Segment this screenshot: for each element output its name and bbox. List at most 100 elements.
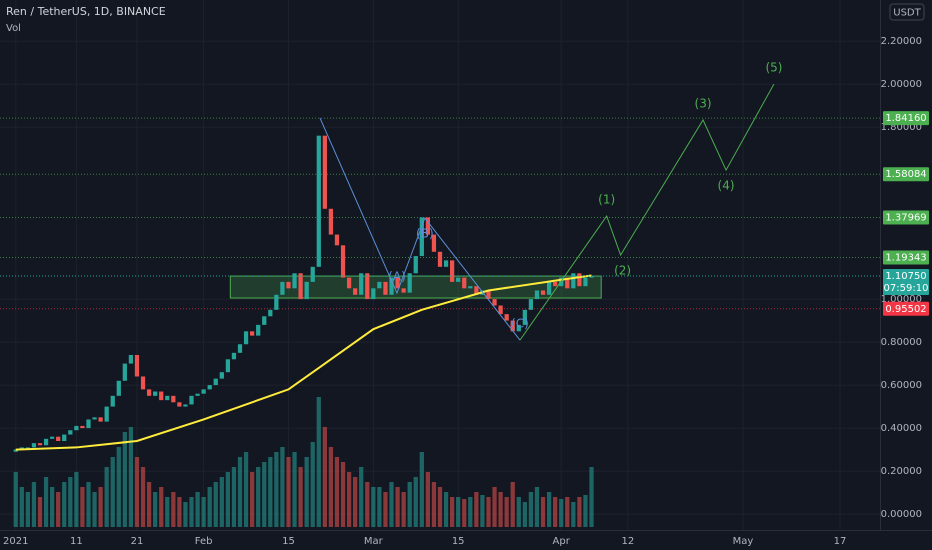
candle-body — [110, 395, 115, 407]
volume-bar — [104, 467, 109, 527]
y-tick-label: 1.80000 — [881, 122, 922, 133]
candle-body — [419, 217, 424, 257]
x-tick-label: May — [733, 536, 754, 547]
candle-body — [577, 273, 582, 287]
volume-bar — [359, 467, 364, 527]
volume-bar — [383, 492, 388, 527]
price-label-box — [883, 210, 929, 225]
countdown: 07:59:10 — [884, 283, 929, 294]
indicator-name: Vol — [6, 23, 21, 34]
candle-body — [443, 260, 449, 267]
wave-label: (B) — [416, 227, 434, 241]
volume-bar — [462, 499, 467, 527]
x-tick-label: 2021 — [3, 536, 28, 547]
volume-bar — [13, 472, 18, 527]
moving-average — [15, 274, 592, 451]
candle-body — [316, 135, 321, 267]
volume-bar — [207, 487, 212, 527]
volume-bar — [443, 492, 449, 527]
x-tick-label: 15 — [452, 536, 465, 547]
volume-bar — [589, 467, 594, 527]
y-tick-label: 2.20000 — [881, 36, 922, 47]
candle-body — [86, 419, 91, 429]
candle-body — [322, 135, 327, 209]
volume-bar — [146, 482, 152, 527]
x-tick-label: 12 — [622, 536, 635, 547]
volume-bar — [346, 472, 352, 527]
candle-body — [431, 234, 437, 252]
wave-line — [519, 83, 775, 341]
volume-bar — [534, 487, 540, 527]
volume-bar — [92, 492, 97, 527]
last-price-label: 1.10750 — [885, 271, 926, 282]
axes: 2.20000 2.00000 1.80000 1.00000 0.80000 0.600… — [3, 36, 929, 547]
volume-bar — [492, 487, 497, 527]
volume-bar — [328, 447, 334, 527]
volume-bar — [474, 492, 479, 527]
volume-bar — [98, 487, 103, 527]
price-label-box — [883, 250, 929, 265]
y-tick-label: 2.00000 — [881, 79, 922, 90]
y-tick-label: 0.80000 — [881, 337, 922, 348]
volume-bar — [480, 495, 485, 527]
volume-bar — [304, 457, 309, 527]
volume-bar — [395, 487, 400, 527]
candle-body — [56, 436, 61, 441]
candle-body — [395, 277, 400, 289]
symbol-title: Ren / TetherUS, 1D, BINANCE — [6, 5, 166, 18]
volume-bar — [201, 497, 206, 527]
candle-body — [528, 299, 534, 310]
volume-bar — [504, 497, 509, 527]
volume-bar — [486, 497, 491, 527]
candle-body — [134, 354, 140, 377]
x-tick-label: Mar — [364, 536, 384, 547]
price-label: 1.84160 — [885, 113, 926, 124]
volume-bar — [195, 492, 200, 527]
volume-bar — [389, 482, 394, 527]
price-label: 0.95502 — [885, 304, 926, 315]
candle-body — [165, 395, 170, 401]
volume-bar — [134, 457, 140, 527]
candle-body — [13, 449, 18, 452]
candle-body — [68, 430, 73, 435]
x-tick-label: Apr — [553, 536, 571, 547]
candle-body — [371, 288, 376, 300]
volume-bar — [468, 497, 473, 527]
volume-bar — [340, 462, 346, 527]
volume-bar — [292, 452, 297, 527]
volume-bar — [110, 457, 115, 527]
price-label: 1.37969 — [885, 212, 926, 223]
candle-body — [486, 290, 491, 300]
candle-body — [128, 354, 134, 364]
currency[interactable]: USDT — [893, 8, 921, 19]
volume-bar — [571, 502, 576, 527]
candle-body — [346, 277, 352, 289]
candle-body — [159, 391, 164, 401]
volume-bar — [510, 482, 515, 527]
volume-bar — [413, 477, 418, 527]
candle-body — [207, 385, 212, 390]
candle-body — [213, 378, 218, 386]
candle-body — [468, 286, 473, 289]
candle-body — [389, 277, 394, 295]
candle-body — [359, 273, 364, 295]
candle-body — [243, 331, 249, 345]
volume-bar — [425, 472, 430, 527]
currency-box[interactable] — [889, 3, 925, 21]
candle-body — [498, 305, 503, 315]
candle-body — [304, 281, 309, 300]
volume-bar — [74, 472, 79, 527]
candle-body — [571, 273, 576, 289]
x-tick-label: 11 — [70, 536, 83, 547]
volume-bar — [165, 497, 170, 527]
candle-body — [183, 404, 188, 407]
y-tick-label: 1.00000 — [881, 294, 922, 305]
volume-bar — [219, 477, 224, 527]
volume-bar — [377, 487, 382, 527]
candle-body — [116, 380, 121, 396]
volume-bar — [353, 477, 358, 527]
y-tick-label: 0.40000 — [881, 423, 922, 434]
volume-bar — [540, 497, 546, 527]
volume-bar — [365, 482, 370, 527]
